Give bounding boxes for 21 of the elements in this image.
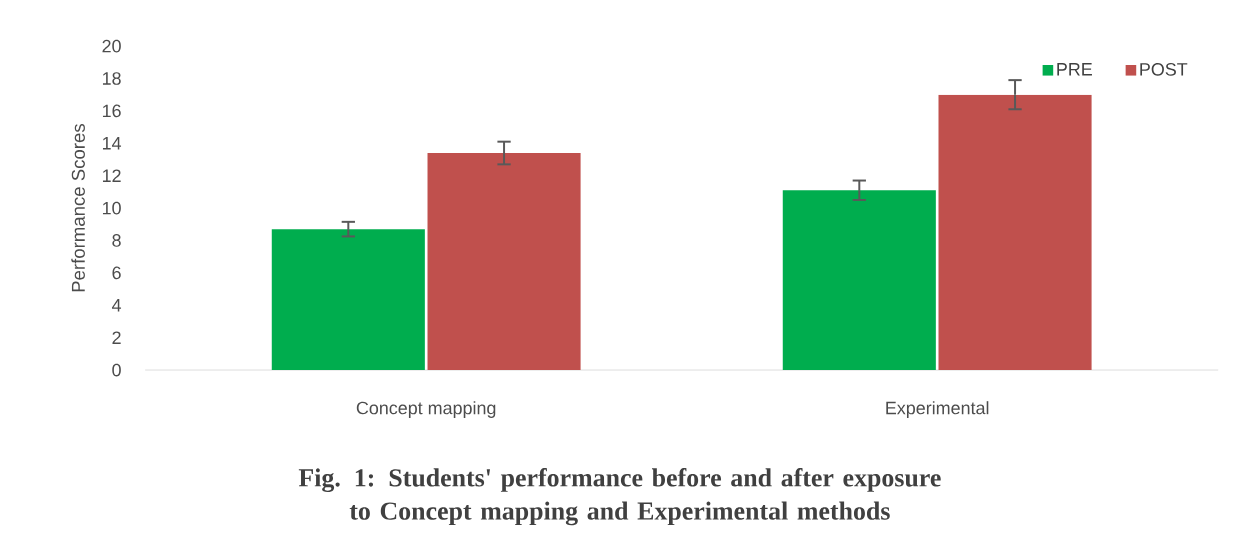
y-tick-label: 0 [112, 363, 121, 377]
bar [271, 229, 425, 371]
bar [782, 190, 936, 371]
x-tick-label: Experimental [886, 401, 989, 418]
y-tick-label: 6 [112, 266, 121, 280]
legend-label: PRE [1057, 63, 1092, 76]
y-tick-label: 20 [102, 39, 121, 53]
y-tick-label: 16 [102, 104, 121, 118]
y-tick-label: 18 [102, 72, 121, 85]
bar [427, 153, 581, 371]
y-tick-label: 10 [102, 201, 121, 215]
y-tick-label: 4 [111, 299, 122, 312]
y-tick-label: 14 [102, 137, 122, 150]
legend-label: POST [1140, 63, 1188, 76]
y-axis-title: Performance Scores [71, 124, 85, 292]
x-tick-label: Concept mapping [356, 401, 496, 418]
y-tick-label: 2 [112, 331, 121, 344]
text: Fig. 1: Students' performance before and after exposure to Concept mapping and Experimental methods [298, 468, 941, 526]
y-tick-label: 8 [112, 234, 121, 247]
bar [938, 94, 1092, 371]
y-tick-label: 12 [102, 169, 121, 182]
